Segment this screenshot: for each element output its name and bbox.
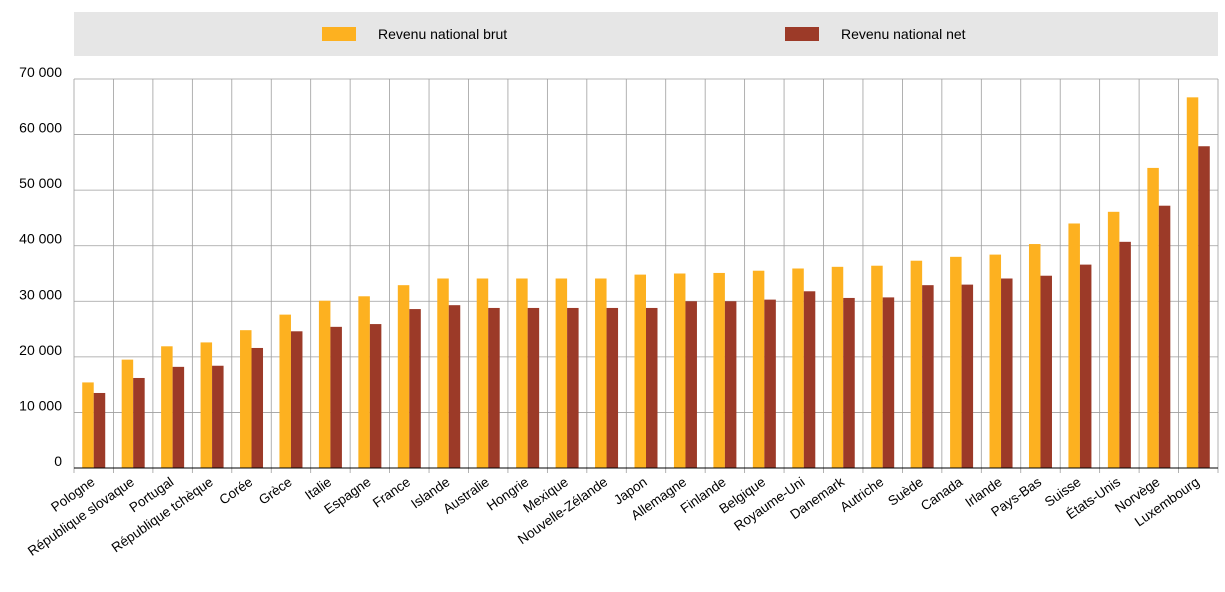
bar-gross (1147, 167, 1159, 468)
bar-net (764, 299, 776, 468)
bar-net (961, 284, 974, 468)
bar-net (212, 365, 224, 468)
bar-gross (1107, 211, 1120, 468)
bar-net (882, 297, 895, 468)
bar-net (843, 297, 855, 468)
bar-net (133, 377, 145, 468)
bar-net (1119, 241, 1131, 468)
bar-net (1158, 205, 1171, 468)
y-tick-label: 20 000 (19, 342, 62, 358)
bar-net (93, 392, 106, 468)
bar-gross (397, 285, 410, 468)
x-category-label: Autriche (837, 474, 886, 515)
bar-gross (437, 278, 449, 468)
bar-gross (634, 274, 646, 468)
bar-gross (516, 278, 528, 468)
y-tick-label: 70 000 (19, 64, 62, 80)
bar-gross (595, 278, 607, 468)
bar-net (567, 307, 579, 468)
bar-net (369, 324, 382, 468)
y-tick-label: 50 000 (19, 175, 62, 191)
bar-gross (318, 300, 331, 468)
bar-gross (910, 260, 923, 468)
legend-label-gross: Revenu national brut (378, 26, 508, 42)
bar-net (803, 291, 816, 468)
bar-gross (279, 314, 291, 468)
legend-swatch-gross (322, 27, 356, 41)
bar-gross (200, 342, 213, 468)
bar-gross (673, 273, 686, 468)
x-category-label: Canada (918, 474, 966, 514)
bar-net (1198, 146, 1210, 468)
bars (82, 97, 1210, 469)
bar-net (646, 307, 658, 468)
bar-gross (831, 266, 844, 468)
bar-net (290, 331, 303, 468)
bar-gross (82, 382, 94, 468)
bar-net (922, 285, 934, 468)
bar-gross (713, 272, 725, 468)
y-tick-label: 30 000 (19, 286, 62, 302)
bar-net (1040, 275, 1052, 468)
y-tick-label: 0 (54, 453, 62, 469)
bar-net (527, 307, 540, 468)
bar-gross (161, 346, 173, 468)
bar-net (488, 307, 500, 468)
bar-gross (792, 268, 804, 468)
bar-net (330, 326, 342, 468)
bar-gross (989, 254, 1002, 468)
bar-gross (1028, 244, 1041, 468)
bar-net (409, 309, 421, 468)
y-axis-tick-labels: 0 10 000 20 000 30 000 40 000 50 000 60 000 70 … (19, 64, 62, 469)
bar-net (1001, 278, 1013, 468)
bar-gross (476, 278, 489, 468)
bar-net (172, 366, 185, 468)
bar-gross (358, 296, 370, 468)
bar-gross (240, 330, 252, 468)
y-tick-label: 60 000 (19, 120, 62, 136)
bar-net (1079, 264, 1092, 468)
bar-net (606, 307, 619, 468)
bar-gross (950, 256, 962, 468)
legend-item-gross: Revenu national brut (322, 12, 507, 56)
legend: Revenu national brut Revenu national net (74, 12, 1218, 56)
x-category-label: France (370, 474, 413, 510)
bar-net (448, 305, 461, 468)
y-tick-label: 40 000 (19, 231, 62, 247)
x-category-label: Corée (217, 474, 256, 507)
bar-gross (1186, 97, 1199, 469)
bar-gross (121, 359, 134, 468)
bar-gross (555, 278, 568, 468)
bar-gross (871, 265, 883, 468)
legend-label-net: Revenu national net (841, 26, 966, 42)
legend-swatch-net (785, 27, 819, 41)
bar-net (251, 347, 264, 468)
bar-net (685, 301, 697, 468)
bar-net (724, 301, 737, 468)
bar-gross (1068, 223, 1080, 468)
y-tick-label: 10 000 (19, 397, 62, 413)
x-category-label: Grèce (256, 474, 295, 507)
bar-gross (752, 270, 765, 468)
legend-item-net: Revenu national net (785, 12, 966, 56)
